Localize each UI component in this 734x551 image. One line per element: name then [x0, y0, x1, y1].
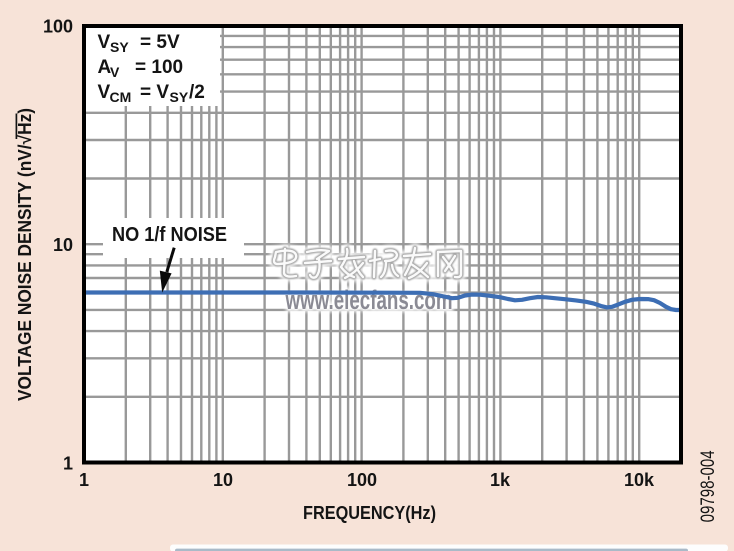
svg-text:V: V	[110, 64, 120, 80]
svg-text:1k: 1k	[490, 470, 511, 490]
svg-text:V: V	[98, 82, 111, 103]
svg-text:10: 10	[53, 235, 73, 255]
svg-text:SY: SY	[110, 39, 129, 55]
svg-text:SY: SY	[170, 89, 189, 105]
svg-text:1: 1	[63, 454, 73, 474]
svg-text:100: 100	[43, 17, 73, 37]
svg-text:10k: 10k	[624, 470, 655, 490]
svg-text:/2: /2	[189, 82, 205, 103]
svg-text:10: 10	[213, 470, 233, 490]
svg-text:NO 1/f NOISE: NO 1/f NOISE	[112, 224, 227, 246]
svg-text:09798-004: 09798-004	[698, 450, 719, 522]
svg-text:1: 1	[79, 470, 89, 490]
svg-text:VOLTAGE NOISE DENSITY (nV/√Hz): VOLTAGE NOISE DENSITY (nV/√Hz)	[15, 108, 35, 401]
svg-text:FREQUENCY(Hz): FREQUENCY(Hz)	[303, 503, 436, 523]
svg-text:V: V	[98, 32, 111, 53]
svg-text:= V: = V	[140, 82, 169, 103]
svg-text:100: 100	[347, 470, 377, 490]
svg-text:= 100: = 100	[135, 57, 183, 78]
svg-text:CM: CM	[110, 89, 132, 105]
svg-text:= 5V: = 5V	[140, 32, 180, 53]
svg-text:A: A	[98, 57, 112, 78]
svg-text:www.elecfans.com: www.elecfans.com	[285, 285, 453, 315]
svg-text:www.elecfans.com: www.elecfans.com	[285, 285, 453, 315]
